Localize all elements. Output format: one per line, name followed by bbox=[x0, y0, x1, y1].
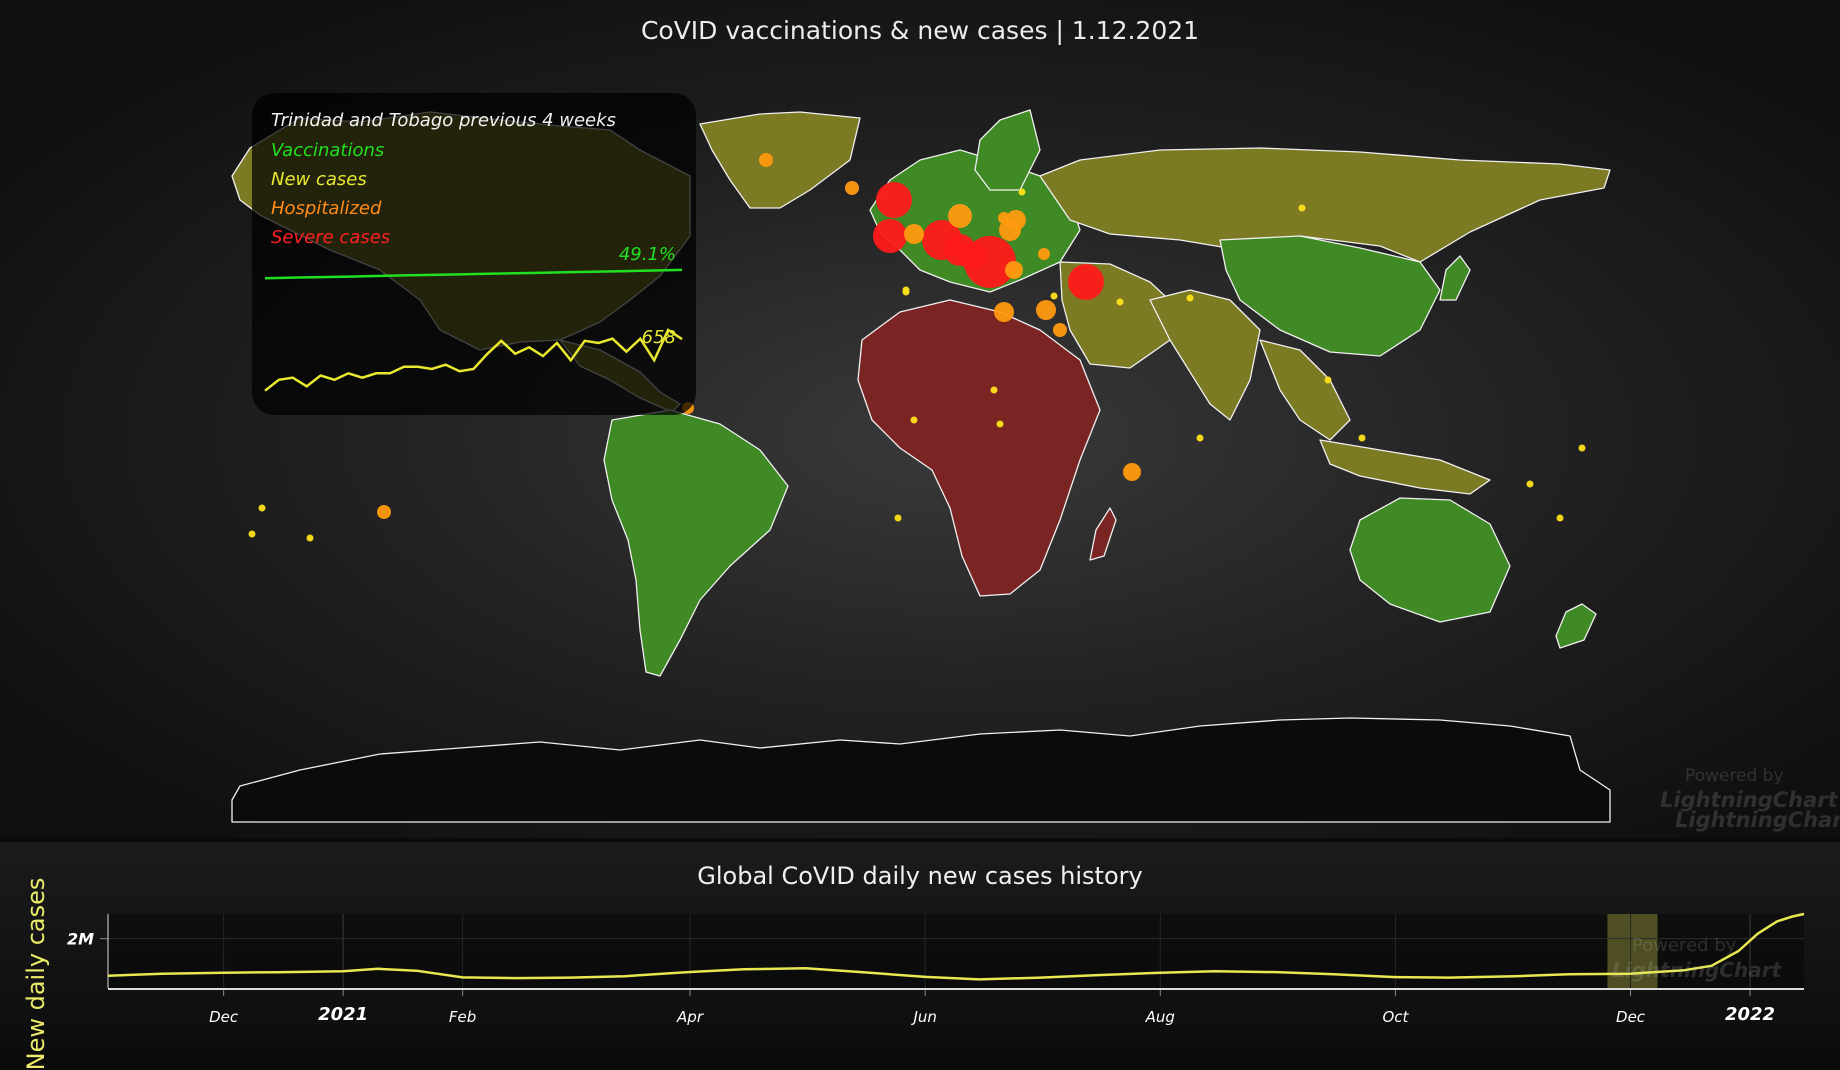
x-tick-label: 2021 bbox=[318, 1004, 368, 1025]
case-marker bbox=[1018, 188, 1026, 196]
case-marker bbox=[845, 181, 859, 195]
x-tick-label: Apr bbox=[676, 1008, 704, 1026]
case-marker bbox=[377, 505, 391, 519]
tooltip-title: Trinidad and Tobago previous 4 weeks bbox=[271, 110, 616, 131]
legend-item-severe-cases: Severe cases bbox=[271, 227, 390, 248]
country-shape-new-zealand bbox=[1555, 603, 1597, 649]
country-shape-madagascar bbox=[1089, 507, 1117, 561]
case-marker bbox=[948, 204, 972, 228]
x-tick-label: Dec bbox=[209, 1008, 239, 1026]
history-panel: Global CoVID daily new cases history New… bbox=[0, 842, 1840, 1070]
map-title: CoVID vaccinations & new cases | 1.12.20… bbox=[640, 16, 1200, 45]
case-marker bbox=[958, 242, 986, 270]
history-plot-area bbox=[108, 914, 1804, 988]
x-tick-label: 2022 bbox=[1725, 1004, 1775, 1025]
country-shape-china bbox=[1219, 235, 1441, 357]
case-marker bbox=[873, 219, 907, 253]
case-marker bbox=[759, 153, 773, 167]
case-marker bbox=[1358, 434, 1366, 442]
case-marker bbox=[1038, 248, 1050, 260]
vaccinations-line bbox=[264, 268, 683, 280]
country-shape-indonesia bbox=[1319, 439, 1491, 495]
tooltip-background bbox=[252, 93, 696, 415]
case-marker bbox=[1116, 298, 1124, 306]
country-shape-south-america bbox=[603, 409, 789, 677]
case-marker bbox=[1556, 514, 1564, 522]
new-cases-line bbox=[264, 328, 683, 392]
country-shape-japan bbox=[1439, 255, 1471, 301]
case-marker bbox=[1068, 264, 1104, 300]
legend-item-new-cases: New cases bbox=[271, 169, 367, 190]
new-cases-value-label: 658 bbox=[642, 327, 676, 348]
x-tick-label: Aug bbox=[1145, 1008, 1175, 1026]
legend-item-hospitalized: Hospitalized bbox=[271, 198, 382, 219]
case-marker bbox=[248, 530, 256, 538]
case-marker bbox=[1053, 323, 1067, 337]
case-marker bbox=[996, 420, 1004, 428]
world-map[interactable]: Trinidad and Tobago previous 4 weeks Vacc… bbox=[0, 0, 1840, 838]
country-shape-greenland bbox=[699, 111, 861, 209]
x-tick-label: Jun bbox=[910, 1008, 936, 1026]
case-marker bbox=[1123, 463, 1141, 481]
case-marker bbox=[876, 182, 912, 218]
case-marker bbox=[1578, 444, 1586, 452]
case-marker bbox=[1036, 300, 1056, 320]
country-shape-russia bbox=[1039, 147, 1611, 263]
legend-item-vaccinations: Vaccinations bbox=[271, 140, 384, 161]
case-marker bbox=[1324, 376, 1332, 384]
case-marker bbox=[994, 302, 1014, 322]
vaccinations-value-label: 49.1% bbox=[619, 244, 676, 265]
case-marker bbox=[902, 288, 910, 296]
country-shape-scandinavia bbox=[974, 109, 1041, 191]
history-chart[interactable]: Dec 2021 Feb Apr Jun Aug Oct Dec 2022 2M bbox=[0, 842, 1840, 1050]
country-shape-australia bbox=[1349, 497, 1511, 623]
case-marker bbox=[910, 416, 918, 424]
watermark-powered-by: Powered by bbox=[1685, 766, 1784, 786]
watermark-brand: LightningChart bbox=[1660, 788, 1838, 812]
case-marker bbox=[894, 514, 902, 522]
country-shape-antarctica bbox=[231, 717, 1611, 823]
case-marker bbox=[1006, 210, 1026, 230]
case-marker bbox=[1050, 292, 1058, 300]
case-marker bbox=[1298, 204, 1306, 212]
case-marker bbox=[990, 386, 998, 394]
map-panel: CoVID vaccinations & new cases | 1.12.20… bbox=[0, 0, 1840, 838]
new-cases-history-line bbox=[107, 912, 1805, 981]
x-tick-label: Feb bbox=[449, 1008, 476, 1026]
case-marker bbox=[904, 224, 924, 244]
selected-week-band bbox=[1607, 914, 1658, 988]
history-title: Global CoVID daily new cases history bbox=[697, 862, 1143, 890]
tooltip-panel: Trinidad and Tobago previous 4 weeks Vacc… bbox=[252, 93, 696, 415]
history-watermark-powered-by: Powered by bbox=[1632, 935, 1737, 956]
case-marker bbox=[306, 534, 314, 542]
history-watermark-brand: LightningChart bbox=[1612, 958, 1782, 982]
x-tick-label: Oct bbox=[1382, 1008, 1409, 1026]
case-marker bbox=[258, 504, 266, 512]
case-marker bbox=[1005, 261, 1023, 279]
case-marker bbox=[1196, 434, 1204, 442]
case-marker bbox=[998, 212, 1010, 224]
watermark-brand-shadow: LightningChart bbox=[1675, 808, 1840, 832]
x-tick-label: Dec bbox=[1616, 1008, 1646, 1026]
country-shape-europe bbox=[869, 149, 1081, 293]
y-tick-label: 2M bbox=[67, 930, 94, 949]
country-shape-south-asia bbox=[1149, 289, 1261, 421]
country-shape-africa bbox=[857, 299, 1101, 597]
case-marker bbox=[1526, 480, 1534, 488]
country-shape-southeast-asia bbox=[1259, 339, 1351, 441]
case-marker bbox=[1186, 294, 1194, 302]
